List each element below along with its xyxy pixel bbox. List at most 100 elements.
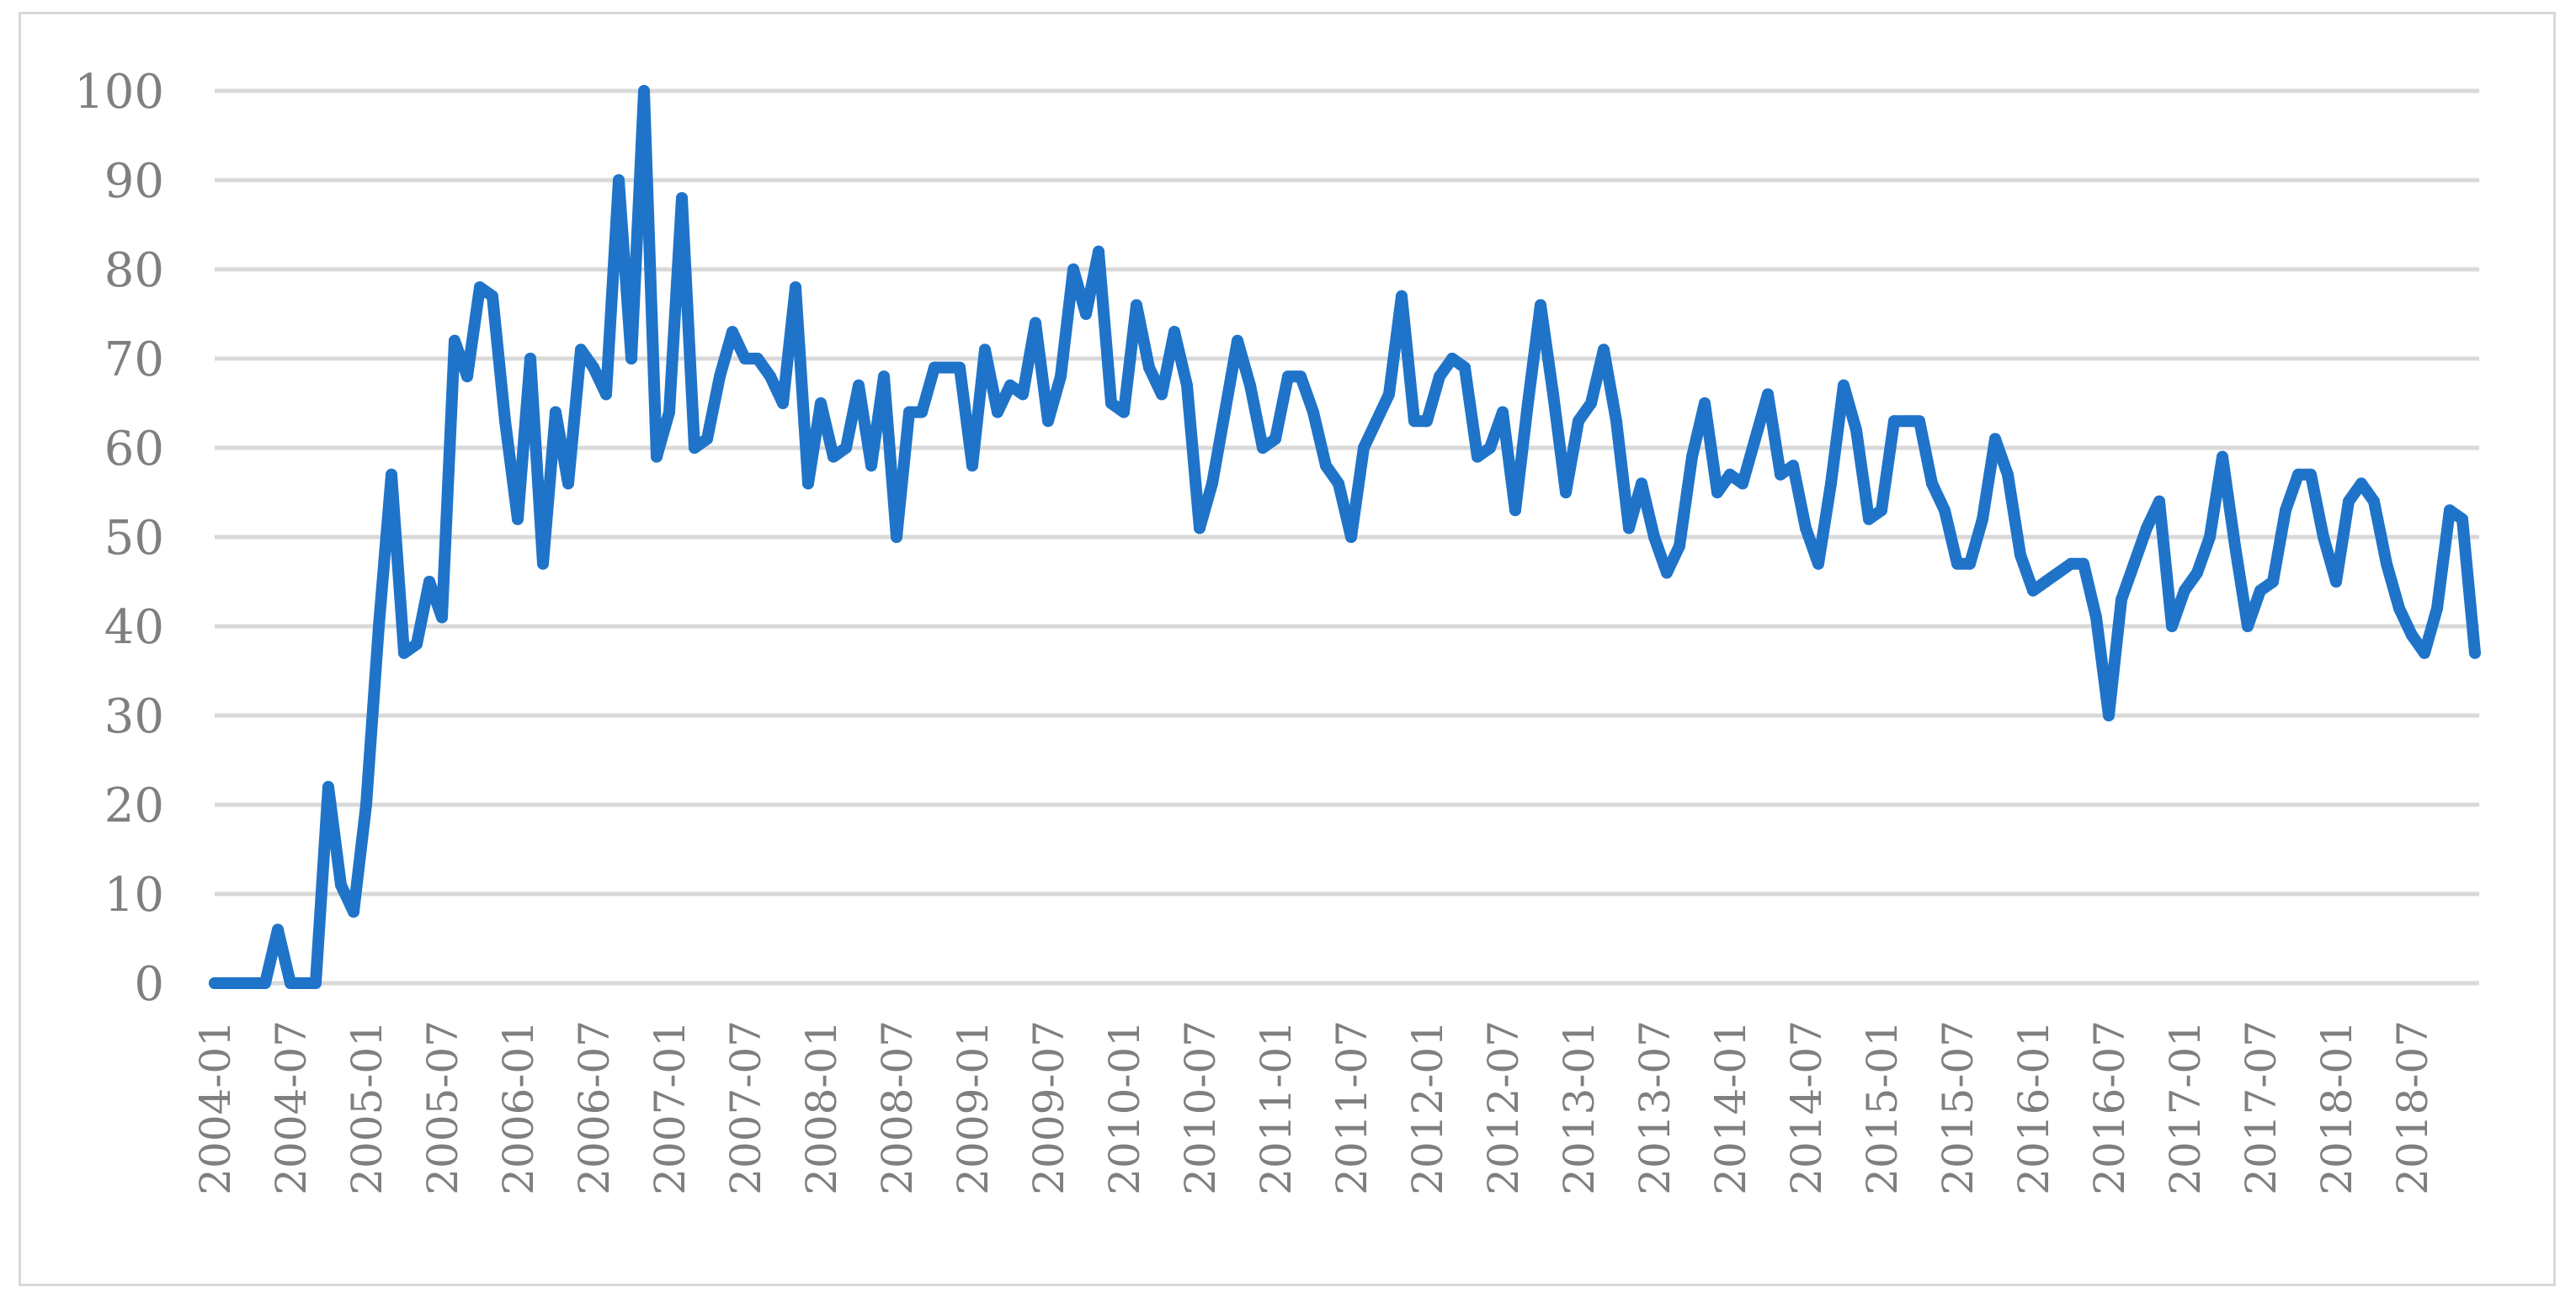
x-tick-label-2006-07: 2006-07	[570, 1020, 619, 1195]
y-tick-label-10: 10	[104, 868, 164, 923]
data-point-150	[2103, 710, 2115, 721]
x-tick-label-2008-07: 2008-07	[873, 1020, 922, 1195]
data-point-5	[272, 923, 284, 936]
data-point-105	[1535, 299, 1546, 311]
x-tick-label-2004-07: 2004-07	[267, 1020, 316, 1195]
data-point-116	[1674, 540, 1685, 552]
data-point-119	[1711, 487, 1723, 498]
data-point-153	[2141, 522, 2153, 535]
data-point-128	[1825, 477, 1837, 490]
data-point-167	[2318, 531, 2329, 543]
data-point-32	[613, 174, 625, 186]
data-point-74	[1143, 361, 1155, 374]
data-point-71	[1105, 397, 1117, 409]
data-point-124	[1775, 468, 1786, 481]
x-tick-label-2004-01: 2004-01	[191, 1020, 240, 1195]
data-point-138	[1951, 557, 1963, 570]
data-point-19	[449, 334, 460, 347]
data-point-68	[1067, 263, 1079, 275]
x-tick-label-2013-01: 2013-01	[1555, 1020, 1604, 1195]
data-point-66	[1042, 415, 1054, 428]
data-point-48	[815, 397, 827, 409]
data-point-166	[2305, 468, 2317, 481]
data-point-10	[335, 879, 347, 891]
data-point-25	[524, 353, 536, 364]
y-tick-label-50: 50	[104, 511, 164, 566]
data-point-90	[1345, 531, 1357, 543]
x-tick-label-2005-01: 2005-01	[343, 1020, 391, 1195]
data-point-159	[2217, 450, 2228, 463]
data-point-33	[625, 353, 637, 364]
data-point-20	[461, 370, 473, 383]
data-point-131	[1863, 513, 1875, 525]
data-point-34	[638, 85, 650, 97]
data-point-72	[1118, 406, 1130, 418]
data-point-114	[1648, 531, 1660, 543]
data-point-178	[2456, 513, 2468, 525]
x-tick-label-2012-01: 2012-01	[1403, 1020, 1452, 1195]
data-point-28	[562, 477, 574, 490]
x-tick-label-2010-07: 2010-07	[1176, 1020, 1225, 1195]
data-point-23	[499, 415, 511, 428]
x-tick-label-2005-07: 2005-07	[418, 1020, 467, 1195]
data-point-8	[310, 977, 322, 989]
data-point-165	[2292, 468, 2304, 481]
data-point-67	[1055, 370, 1067, 383]
data-point-49	[828, 450, 839, 463]
data-point-93	[1383, 388, 1395, 401]
data-point-1	[221, 977, 233, 989]
data-point-36	[663, 406, 675, 418]
data-point-148	[2078, 557, 2089, 570]
data-point-132	[1876, 504, 1887, 517]
x-tick-label-2009-01: 2009-01	[949, 1020, 998, 1195]
data-point-156	[2179, 584, 2190, 597]
x-tick-label-2016-01: 2016-01	[2009, 1020, 2058, 1195]
data-point-7	[297, 977, 309, 989]
data-point-123	[1762, 388, 1774, 401]
data-point-107	[1560, 487, 1572, 498]
data-point-52	[865, 460, 877, 472]
data-point-69	[1080, 308, 1092, 320]
y-tick-label-60: 60	[104, 422, 164, 476]
data-point-161	[2242, 620, 2254, 632]
data-point-58	[941, 361, 953, 374]
data-point-91	[1358, 442, 1370, 454]
data-point-29	[575, 343, 587, 356]
data-point-17	[423, 576, 435, 588]
data-point-53	[878, 370, 890, 383]
data-point-99	[1459, 361, 1471, 374]
x-tick-label-2016-07: 2016-07	[2085, 1020, 2134, 1195]
data-point-3	[247, 977, 258, 989]
data-point-88	[1320, 460, 1332, 472]
data-point-6	[285, 977, 296, 989]
data-point-106	[1547, 388, 1559, 401]
data-point-35	[651, 450, 663, 463]
x-tick-label-2013-07: 2013-07	[1631, 1020, 1679, 1195]
data-point-130	[1850, 423, 1862, 436]
data-point-95	[1408, 415, 1420, 428]
data-point-79	[1206, 477, 1218, 490]
data-point-76	[1168, 326, 1180, 338]
data-point-164	[2280, 504, 2291, 517]
data-point-14	[386, 468, 397, 481]
data-point-103	[1509, 504, 1521, 517]
data-point-163	[2267, 576, 2279, 588]
data-point-45	[777, 397, 789, 409]
data-point-61	[979, 343, 991, 356]
data-point-120	[1724, 468, 1736, 481]
series-layer	[209, 85, 2481, 989]
data-point-64	[1017, 388, 1029, 401]
data-point-41	[726, 326, 738, 338]
data-point-92	[1370, 415, 1382, 428]
data-point-60	[966, 460, 978, 472]
data-point-142	[2002, 468, 2014, 481]
data-point-4	[259, 977, 271, 989]
data-point-147	[2065, 557, 2077, 570]
data-point-44	[764, 370, 776, 383]
data-point-43	[752, 353, 764, 364]
data-point-85	[1282, 370, 1294, 383]
data-point-15	[398, 646, 410, 659]
y-axis-tick-labels: 0 10 20 30 40 50 60 70 80 90 100	[74, 65, 164, 1012]
data-point-62	[992, 406, 1003, 418]
data-point-98	[1446, 353, 1458, 364]
